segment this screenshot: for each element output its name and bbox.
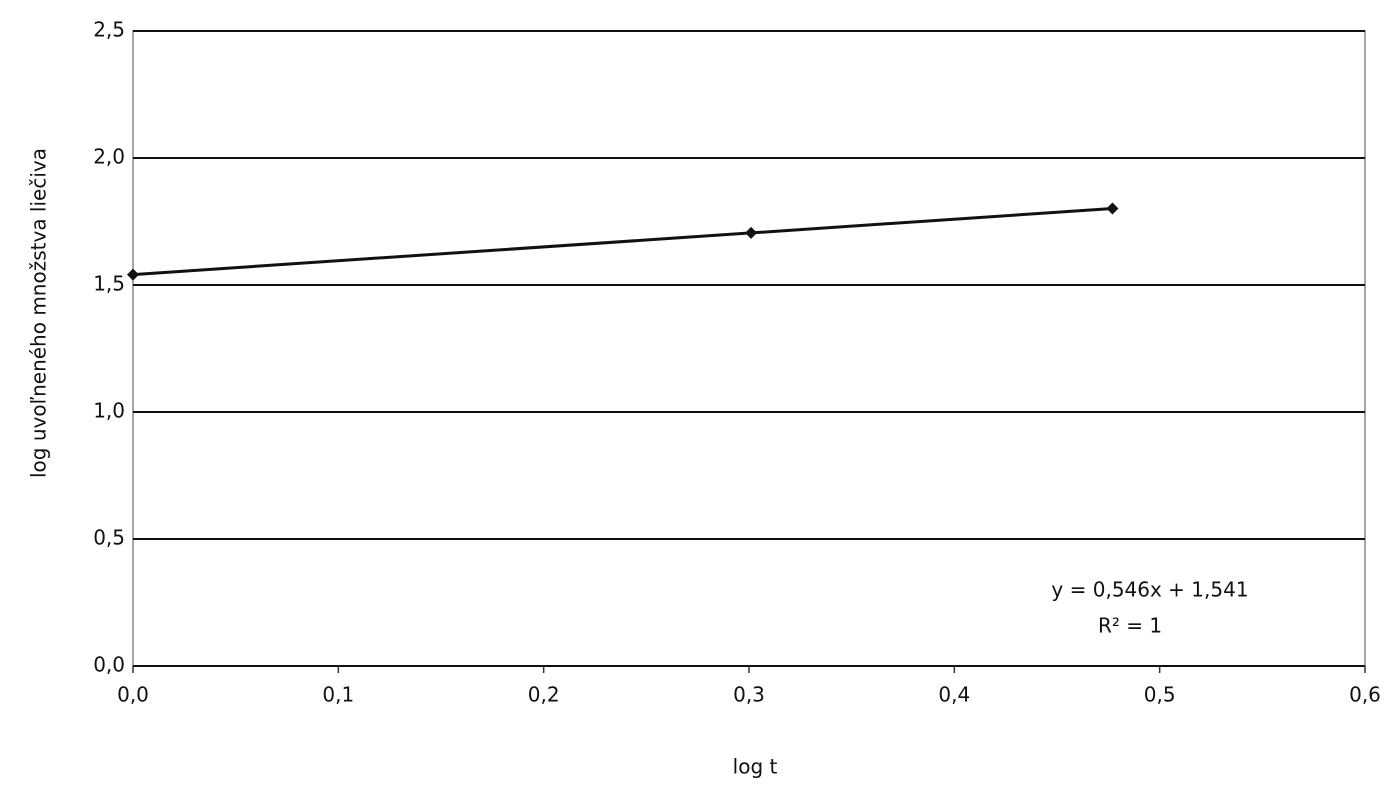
annotation: R² = 1 <box>1098 614 1162 638</box>
x-tick-label: 0,1 <box>322 683 354 707</box>
x-tick-label: 0,6 <box>1349 683 1381 707</box>
y-tick-label: 0,5 <box>93 526 125 550</box>
x-tick-label: 0,5 <box>1144 683 1176 707</box>
point-marker <box>127 268 139 281</box>
y-tick-label: 2,0 <box>93 145 125 169</box>
plot-frame <box>132 30 1366 667</box>
series-line <box>132 207 1113 277</box>
y-tick-label: 2,5 <box>93 18 125 42</box>
y-tick-label: 0,0 <box>93 653 125 677</box>
x-tick-label: 0,0 <box>117 683 149 707</box>
point-marker <box>745 226 758 239</box>
x-tick-label: 0,3 <box>733 683 765 707</box>
x-tick-label: 0,2 <box>528 683 560 707</box>
y-axis-title: log uvoľneného množstva liečiva <box>27 148 51 478</box>
x-tick-label: 0,4 <box>938 683 970 707</box>
y-tick-label: 1,0 <box>93 399 125 423</box>
annotation: y = 0,546x + 1,541 <box>1051 578 1248 602</box>
x-axis-title: log t <box>733 755 778 779</box>
y-tick-label: 1,5 <box>93 272 125 296</box>
point-marker <box>1106 202 1119 215</box>
